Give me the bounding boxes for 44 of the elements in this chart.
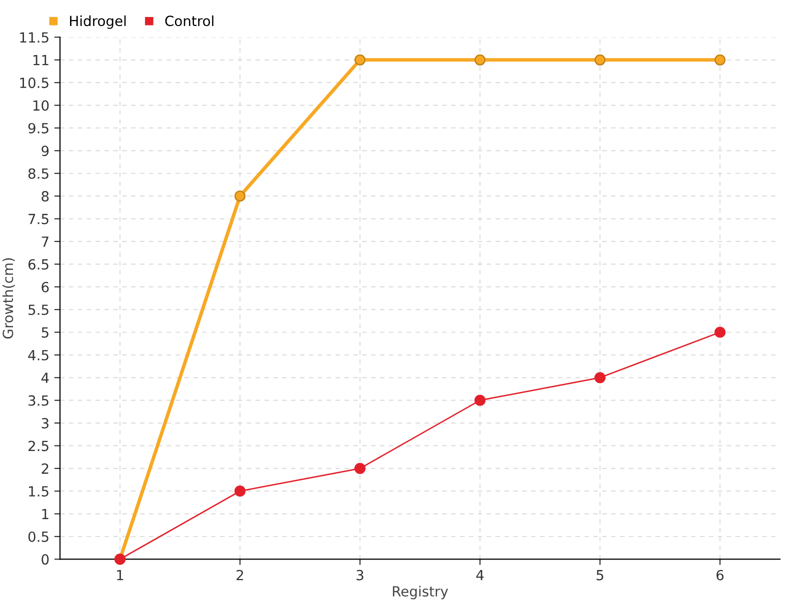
- x-tick-label: 3: [356, 570, 364, 580]
- point: [474, 394, 486, 406]
- point: [594, 54, 606, 66]
- y-tick-label: 1.5: [29, 486, 48, 497]
- x-tick-label: 4: [476, 570, 484, 580]
- y-tick-label: 8: [42, 191, 49, 202]
- y-tick-label: 7.5: [28, 214, 48, 224]
- x-tick-label: 5: [596, 570, 604, 580]
- point: [714, 326, 726, 338]
- legend-label: Hidrogel: [70, 15, 126, 29]
- y-tick-label: 5: [42, 327, 48, 338]
- y-tick-label: 0: [42, 554, 49, 565]
- y-tick-label: 6: [42, 282, 49, 292]
- y-tick-label: 1: [42, 508, 48, 520]
- y-tick-label: 11: [33, 55, 48, 66]
- y-tick-label: 10.5: [20, 78, 48, 88]
- point: [714, 54, 726, 66]
- y-tick-label: 2.5: [28, 440, 48, 452]
- x-tick-label: 2: [236, 570, 244, 580]
- y-tick-label: 6.5: [28, 259, 48, 270]
- y-tick-label: 4.5: [28, 350, 48, 360]
- y-tick-label: 8.5: [28, 168, 48, 179]
- y-tick-label: 0.5: [28, 531, 48, 542]
- x-tick-label: 6: [716, 570, 724, 580]
- y-tick-label: 11.5: [20, 32, 48, 43]
- legend-label: Control: [165, 15, 214, 26]
- point: [354, 462, 366, 474]
- point: [354, 54, 366, 66]
- y-tick-label: 4: [41, 372, 49, 383]
- y-tick-label: 7: [42, 236, 48, 247]
- y-tick-label: 2: [42, 463, 48, 474]
- y-tick-label: 9.5: [28, 122, 48, 134]
- point: [594, 372, 606, 384]
- y-tick-label: 3.5: [28, 395, 48, 406]
- y-tick-label: 3: [42, 418, 48, 428]
- point: [234, 190, 246, 202]
- point: [474, 54, 486, 66]
- y-tick-label: 9: [42, 146, 49, 156]
- point: [234, 486, 246, 497]
- y-axis-title: Growth(cm): [2, 258, 15, 339]
- y-tick-label: 10: [33, 100, 49, 111]
- y-tick-label: 5.5: [28, 304, 48, 316]
- x-tick-label: 1: [117, 570, 124, 580]
- x-axis-title: Registry: [392, 586, 448, 600]
